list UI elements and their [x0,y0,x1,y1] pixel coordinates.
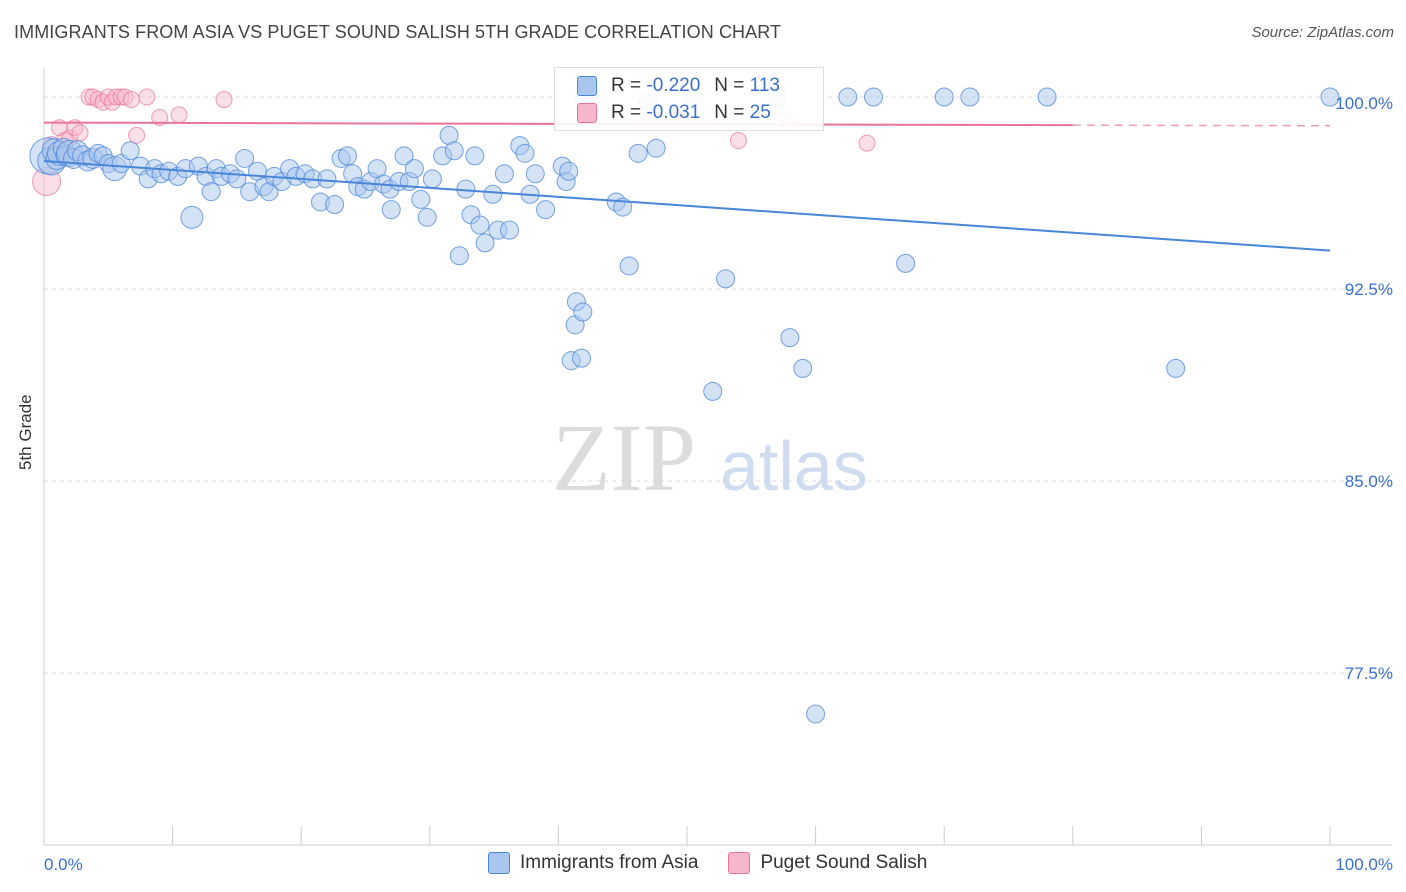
axes [43,68,1392,846]
data-point-puget-sound-salish [122,91,140,109]
data-point-immigrants-from-asia [1320,87,1340,107]
data-point-immigrants-from-asia [703,381,723,401]
watermark-zip: ZIP [552,404,696,511]
data-point-immigrants-from-asia [838,87,858,107]
data-point-puget-sound-salish [71,124,89,142]
data-point-puget-sound-salish [138,88,156,106]
x-tick-label-min: 0.0% [44,855,83,874]
chart-title: IMMIGRANTS FROM ASIA VS PUGET SOUND SALI… [14,22,782,42]
data-point-immigrants-from-asia [444,141,464,161]
y-tick-label: 92.5% [1345,280,1393,299]
data-point-immigrants-from-asia [411,189,431,209]
data-point-immigrants-from-asia [536,200,556,220]
stats-n-label-blue: N = [714,75,745,96]
watermark-atlas: atlas [720,427,868,505]
data-point-immigrants-from-asia [619,256,639,276]
legend-swatch-pink [728,852,751,874]
data-point-immigrants-from-asia [394,146,414,166]
stats-n-value-pink: 25 [749,102,771,123]
data-point-puget-sound-salish [215,91,233,109]
stats-row-pink: R = -0.031 N = 25 [577,100,771,126]
data-point-immigrants-from-asia [793,358,813,378]
stats-row-blue: R = -0.220 N = 113 [577,73,780,99]
legend-item-puget-sound-salish: Puget Sound Salish [728,852,927,874]
data-point-immigrants-from-asia [201,182,221,202]
data-point-puget-sound-salish [66,119,84,137]
data-point-immigrants-from-asia [404,159,424,179]
tick-labels: 100.0% 92.5% 85.0% 77.5% 0.0% 100.0% [44,94,1393,874]
y-tick-label: 77.5% [1345,664,1393,683]
data-point-immigrants-from-asia [525,164,545,184]
data-point-immigrants-from-asia [317,169,337,189]
data-point-puget-sound-salish [112,88,130,106]
data-point-puget-sound-salish [151,108,169,126]
series-immigrants-from-asia [29,87,1340,724]
stats-n-label-pink: N = [714,102,745,123]
data-point-immigrants-from-asia [337,146,357,166]
data-point-immigrants-from-asia [494,164,514,184]
data-point-puget-sound-salish [89,91,107,109]
data-point-immigrants-from-asia [863,87,883,107]
data-point-immigrants-from-asia [572,348,592,368]
data-point-immigrants-from-asia [646,138,666,158]
data-point-immigrants-from-asia [716,269,736,289]
data-point-immigrants-from-asia [806,704,826,724]
data-point-puget-sound-salish [94,93,112,111]
data-point-immigrants-from-asia [628,143,648,163]
data-point-immigrants-from-asia [475,233,495,253]
stats-r-label-pink: R = [611,102,642,123]
data-point-immigrants-from-asia [422,169,442,189]
data-point-immigrants-from-asia [896,253,916,273]
data-point-puget-sound-salish [170,106,188,124]
data-point-immigrants-from-asia [960,87,980,107]
y-tick-label: 85.0% [1345,472,1393,491]
correlation-stats-box: R = -0.220 N = 113 R = -0.031 N = 25 [554,67,824,131]
data-point-immigrants-from-asia [1037,87,1057,107]
data-point-immigrants-from-asia [1166,358,1186,378]
data-point-immigrants-from-asia [470,215,490,235]
y-tick-label: 100.0% [1335,94,1393,113]
data-point-immigrants-from-asia [120,141,140,161]
stats-swatch-blue [577,76,597,96]
trend-line-puget-sound-salish-extension [1072,124,1331,127]
stats-n-value-blue: 113 [749,75,780,96]
data-point-immigrants-from-asia [934,87,954,107]
data-point-puget-sound-salish [84,88,102,106]
data-point-immigrants-from-asia [449,246,469,266]
data-point-immigrants-from-asia [515,143,535,163]
stats-r-label-blue: R = [611,75,642,96]
data-point-immigrants-from-asia [483,184,503,204]
data-point-puget-sound-salish [729,132,747,150]
x-tick-label-max: 100.0% [1335,855,1393,874]
data-point-immigrants-from-asia [235,148,255,168]
data-point-puget-sound-salish [858,134,876,152]
watermark: ZIP atlas [552,404,868,511]
data-point-immigrants-from-asia [180,205,204,229]
y-axis-label: 5th Grade [16,394,35,470]
legend-item-immigrants-from-asia: Immigrants from Asia [488,852,698,874]
stats-swatch-pink [577,103,597,123]
data-point-immigrants-from-asia [500,220,520,240]
stats-r-value-blue: -0.220 [646,75,701,96]
data-point-immigrants-from-asia [417,207,437,227]
legend-swatch-blue [488,852,510,874]
legend: Immigrants from Asia Puget Sound Salish [488,852,927,874]
data-point-immigrants-from-asia [559,161,579,181]
data-point-puget-sound-salish [50,119,68,137]
legend-label-immigrants-from-asia: Immigrants from Asia [520,852,699,873]
data-point-immigrants-from-asia [573,302,593,322]
trend-line-immigrants-from-asia [43,160,1331,252]
data-point-puget-sound-salish [128,126,146,144]
data-point-immigrants-from-asia [465,146,485,166]
legend-label-puget-sound-salish: Puget Sound Salish [760,852,928,873]
data-point-immigrants-from-asia [381,200,401,220]
data-point-immigrants-from-asia [780,328,800,348]
stats-r-value-pink: -0.031 [646,102,701,123]
data-point-immigrants-from-asia [325,195,345,215]
source-credit: Source: ZipAtlas.com [1251,24,1394,41]
